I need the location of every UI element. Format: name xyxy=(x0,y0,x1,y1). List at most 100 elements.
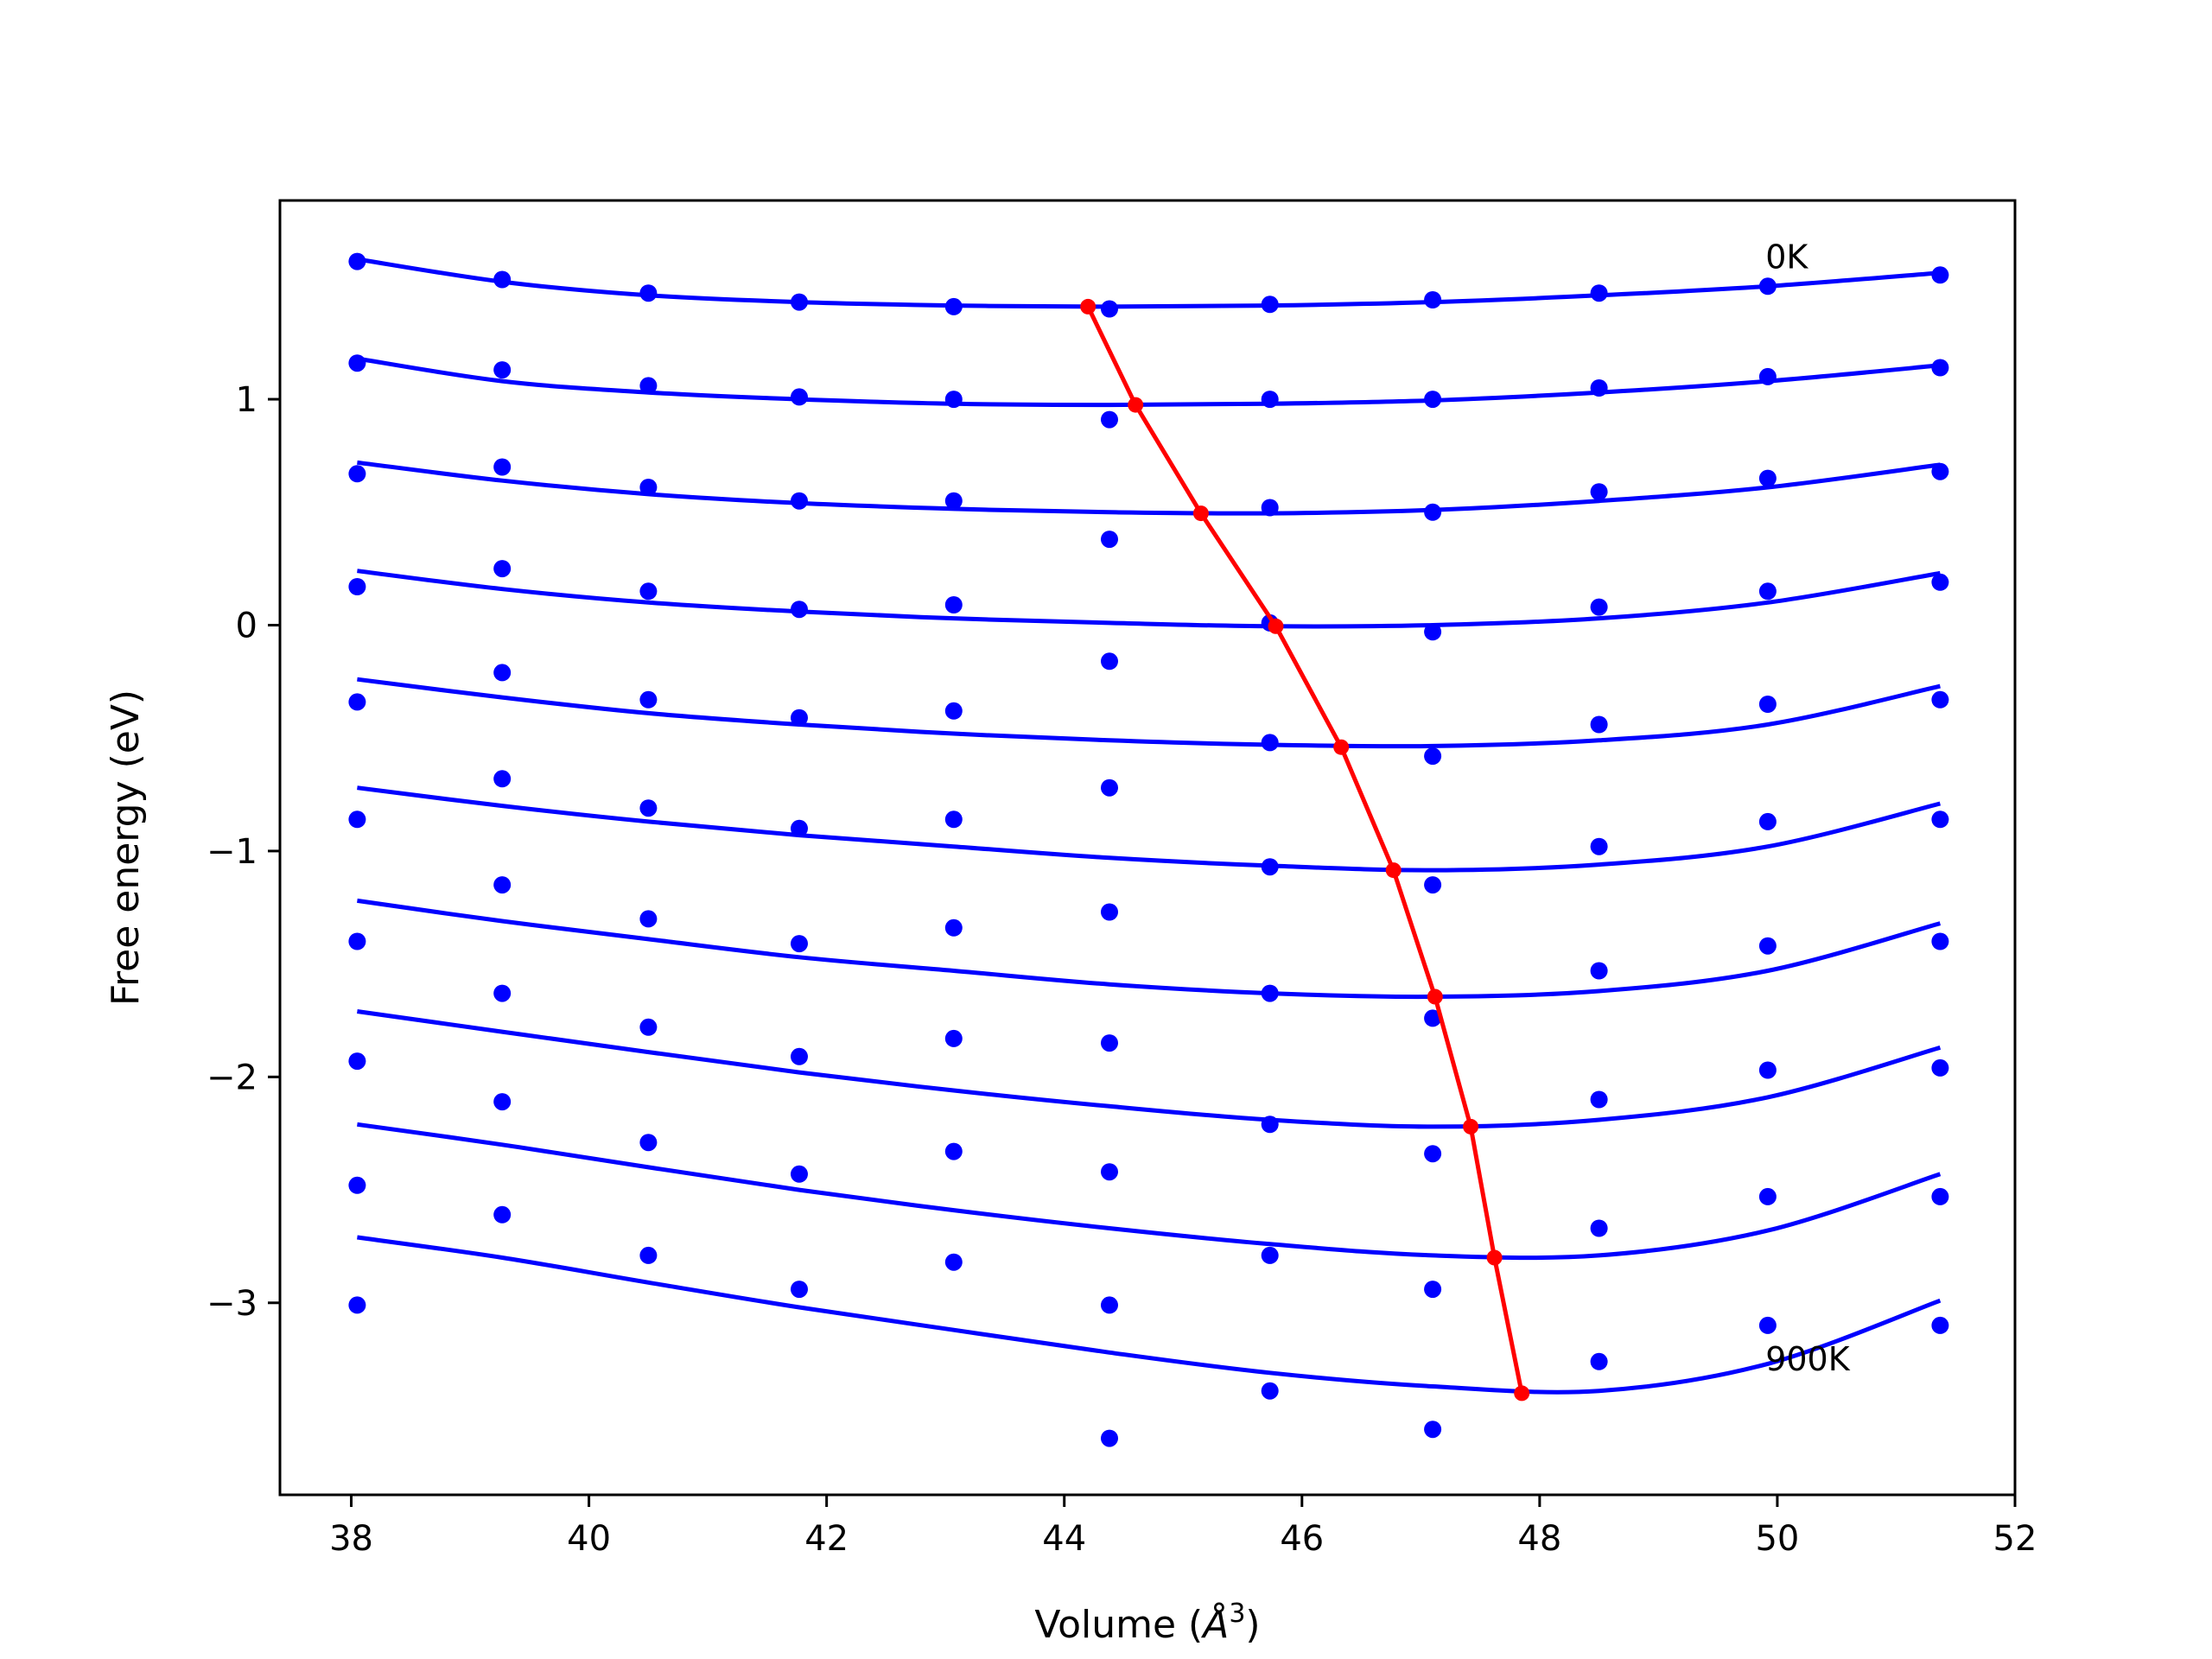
data-point xyxy=(1424,623,1442,641)
data-point xyxy=(944,702,963,720)
data-point xyxy=(348,1052,366,1071)
data-point xyxy=(1101,410,1118,429)
data-point xyxy=(1931,932,1949,950)
data-point xyxy=(791,293,808,311)
data-point xyxy=(1424,291,1442,308)
data-point xyxy=(1101,531,1118,549)
data-point xyxy=(1758,1316,1777,1334)
data-point xyxy=(348,578,366,595)
data-point xyxy=(791,388,808,406)
minimum-point xyxy=(1463,1118,1479,1135)
data-point xyxy=(1758,582,1777,601)
data-point xyxy=(791,1165,808,1183)
data-point xyxy=(1101,1034,1118,1052)
data-point xyxy=(1261,1382,1279,1400)
fit-curve-7 xyxy=(357,1009,1942,1129)
fit-curve-9 xyxy=(357,1235,1942,1395)
minimum-point xyxy=(1128,397,1144,413)
y-tick-label: −1 xyxy=(207,832,257,872)
minimum-point xyxy=(1486,1249,1503,1266)
data-point xyxy=(1101,1296,1118,1314)
data-point xyxy=(493,560,512,578)
fit-curve-5 xyxy=(357,785,1942,873)
data-point xyxy=(791,819,808,837)
data-point xyxy=(1590,379,1608,397)
data-point xyxy=(791,601,808,619)
x-tick-label: 44 xyxy=(1042,1519,1086,1559)
data-point xyxy=(1590,837,1608,855)
data-point xyxy=(1261,984,1279,1002)
y-tick-label: −3 xyxy=(207,1284,257,1324)
data-point xyxy=(1101,300,1118,318)
data-point xyxy=(639,910,658,928)
data-point xyxy=(1590,284,1608,302)
data-point xyxy=(1424,1145,1442,1163)
data-point xyxy=(1758,812,1777,830)
x-tick-label: 46 xyxy=(1280,1519,1324,1559)
data-point xyxy=(639,690,658,709)
data-point xyxy=(1590,715,1608,734)
data-point xyxy=(1424,876,1442,894)
data-point xyxy=(791,1281,808,1299)
minimum-point xyxy=(1333,739,1350,755)
data-point xyxy=(348,252,366,270)
data-point xyxy=(639,799,658,817)
data-point xyxy=(639,1246,658,1264)
fit-curve-4 xyxy=(357,677,1941,749)
x-axis: 38 40 42 44 46 48 50 52 xyxy=(329,1495,2037,1559)
minimum-point xyxy=(1192,505,1209,522)
minimum-point xyxy=(1514,1385,1530,1402)
data-point xyxy=(1758,1187,1777,1205)
data-point xyxy=(791,709,808,727)
data-point xyxy=(348,932,366,950)
data-point xyxy=(1424,503,1442,521)
data-point xyxy=(493,770,512,788)
data-point xyxy=(348,693,366,711)
data-point xyxy=(1101,1163,1118,1181)
minima-line xyxy=(1085,305,1524,1394)
data-point xyxy=(1758,367,1777,385)
data-point xyxy=(791,935,808,953)
annotations: 0K 900K xyxy=(1765,238,1851,1378)
data-point xyxy=(1590,1352,1608,1370)
data-point xyxy=(493,664,512,682)
minimum-point xyxy=(1080,298,1096,315)
x-tick-label: 38 xyxy=(329,1519,373,1559)
data-point xyxy=(1758,937,1777,955)
fit-curve-6 xyxy=(357,898,1942,1000)
y-tick-label: 0 xyxy=(236,606,257,645)
data-point xyxy=(1931,1058,1949,1077)
data-point xyxy=(1758,469,1777,487)
data-point xyxy=(1931,573,1949,591)
data-point xyxy=(944,1142,963,1160)
fit-curve-3 xyxy=(357,569,1941,629)
data-point xyxy=(1931,1316,1949,1334)
data-point xyxy=(493,1093,512,1111)
data-point xyxy=(493,1205,512,1224)
data-point xyxy=(944,297,963,315)
fit-curve-0 xyxy=(357,257,1941,309)
data-point xyxy=(944,1029,963,1047)
data-point xyxy=(791,492,808,510)
data-point xyxy=(1424,747,1442,766)
temperature-annotation: 0K xyxy=(1765,238,1808,276)
data-point xyxy=(639,582,658,601)
data-point xyxy=(944,391,963,409)
data-point xyxy=(1590,598,1608,616)
data-point xyxy=(639,1134,658,1152)
data-point xyxy=(1758,277,1777,296)
y-axis: −3 −2 −1 0 1 xyxy=(207,380,280,1324)
minimum-point xyxy=(1268,618,1284,634)
data-point xyxy=(1590,962,1608,980)
data-point xyxy=(493,458,512,476)
data-point xyxy=(348,1176,366,1194)
data-point xyxy=(1261,734,1279,752)
data-point xyxy=(1261,296,1279,314)
data-point xyxy=(1931,690,1949,709)
data-point xyxy=(1261,391,1279,409)
y-axis-label: Free energy (eV) xyxy=(104,690,148,1006)
data-point xyxy=(1931,1187,1949,1205)
data-point xyxy=(1424,391,1442,409)
data-point xyxy=(1101,652,1118,671)
